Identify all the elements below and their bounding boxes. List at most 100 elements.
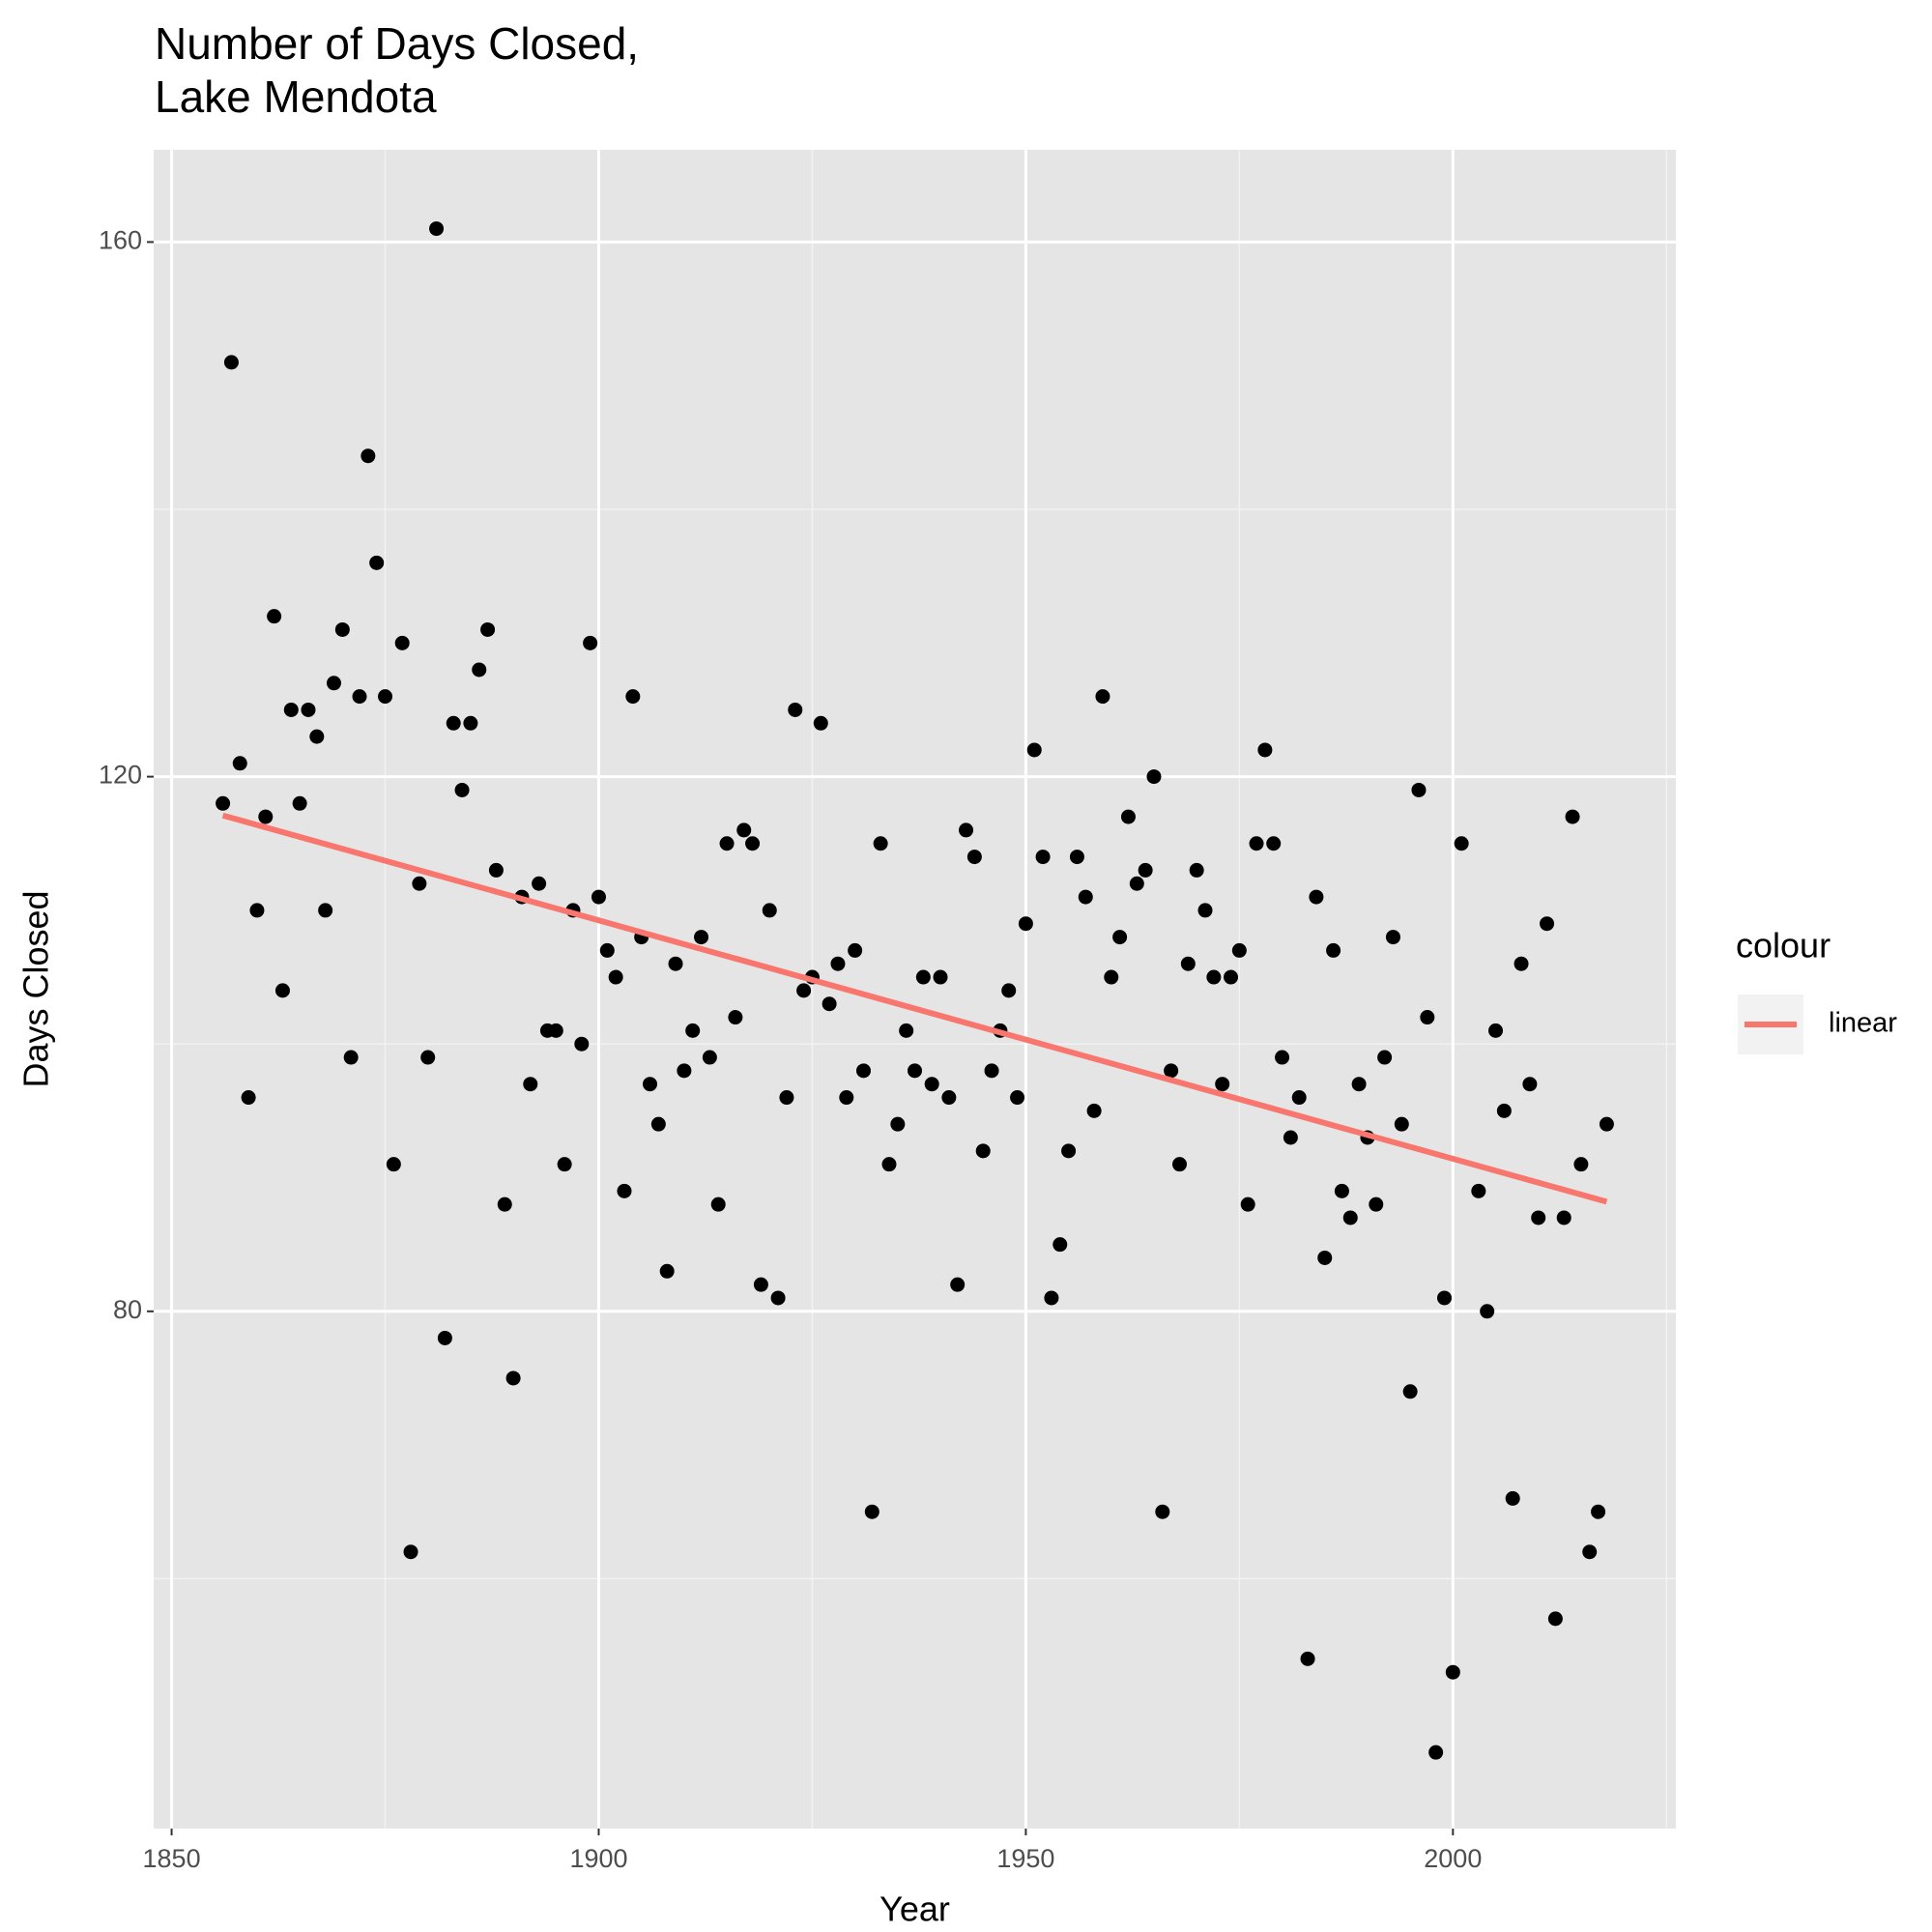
point — [1078, 889, 1093, 905]
point — [1411, 782, 1427, 797]
point — [274, 983, 290, 998]
point — [1514, 956, 1529, 971]
point — [1069, 850, 1084, 865]
point — [1283, 1130, 1298, 1145]
point — [779, 1090, 794, 1106]
plot-panel — [154, 150, 1676, 1829]
point — [694, 930, 709, 945]
legend-label: linear — [1829, 1008, 1897, 1039]
point — [591, 889, 606, 905]
point — [599, 942, 615, 958]
point — [1104, 969, 1119, 985]
point — [1240, 1197, 1255, 1212]
point — [532, 876, 547, 891]
point — [1146, 769, 1162, 785]
point — [1334, 1183, 1349, 1198]
point — [881, 1157, 897, 1172]
point — [429, 221, 445, 237]
point — [1044, 1290, 1059, 1306]
point — [394, 635, 410, 650]
point — [1385, 930, 1400, 945]
point — [223, 355, 239, 370]
point — [343, 1050, 359, 1065]
point — [1129, 876, 1144, 891]
point — [318, 903, 333, 918]
point — [770, 1290, 786, 1306]
point — [1342, 1210, 1358, 1226]
point — [249, 903, 265, 918]
point — [583, 635, 598, 650]
point — [437, 1330, 452, 1345]
point — [412, 876, 427, 891]
point — [369, 555, 385, 570]
point — [933, 969, 948, 985]
point — [668, 956, 683, 971]
point — [839, 1090, 854, 1106]
point — [830, 956, 846, 971]
point — [1275, 1050, 1290, 1065]
y-tick-label: 120 — [99, 761, 142, 790]
point — [1018, 916, 1033, 932]
point — [1351, 1077, 1367, 1092]
point — [1326, 942, 1341, 958]
point — [523, 1077, 538, 1092]
point — [488, 862, 504, 878]
point — [924, 1077, 939, 1092]
point — [1231, 942, 1247, 958]
point — [848, 942, 863, 958]
chart-title: Number of Days Closed, Lake Mendota — [155, 18, 639, 122]
point — [1547, 1611, 1563, 1627]
point — [1556, 1210, 1572, 1226]
point — [1573, 1157, 1589, 1172]
point — [454, 782, 470, 797]
point — [1138, 862, 1153, 878]
x-axis-title: Year — [879, 1889, 950, 1929]
trend-line — [221, 812, 1608, 1205]
point — [1599, 1116, 1614, 1132]
point — [301, 702, 316, 717]
point — [1112, 930, 1128, 945]
point — [1026, 742, 1042, 758]
point — [899, 1023, 914, 1038]
point — [1180, 956, 1196, 971]
point — [873, 836, 888, 851]
point — [1197, 903, 1213, 918]
point — [1095, 689, 1110, 705]
point — [1428, 1745, 1444, 1760]
point — [915, 969, 931, 985]
point — [1591, 1504, 1606, 1519]
x-tick-label: 1950 — [996, 1844, 1054, 1873]
point — [283, 702, 299, 717]
point — [650, 1116, 666, 1132]
point — [309, 729, 325, 744]
point — [334, 621, 350, 637]
point — [574, 1036, 590, 1052]
point — [1300, 1651, 1315, 1666]
point — [1531, 1210, 1546, 1226]
point — [1086, 1103, 1102, 1118]
y-tick-label: 160 — [99, 226, 142, 255]
point — [813, 715, 828, 731]
point — [1309, 889, 1324, 905]
point — [1120, 809, 1136, 824]
point — [1471, 1183, 1486, 1198]
point — [984, 1063, 999, 1079]
point — [1540, 916, 1555, 932]
point — [625, 689, 641, 705]
point — [677, 1063, 692, 1079]
point — [719, 836, 735, 851]
point — [796, 983, 812, 998]
point — [702, 1050, 717, 1065]
point — [497, 1197, 512, 1212]
point — [966, 850, 982, 865]
point — [1249, 836, 1264, 851]
point — [608, 969, 623, 985]
point — [753, 1277, 768, 1292]
point — [959, 822, 974, 838]
legend-title: colour — [1736, 926, 1831, 966]
point — [1480, 1304, 1495, 1319]
x-tick-label: 1900 — [569, 1844, 627, 1873]
point — [258, 809, 274, 824]
point — [1522, 1077, 1538, 1092]
